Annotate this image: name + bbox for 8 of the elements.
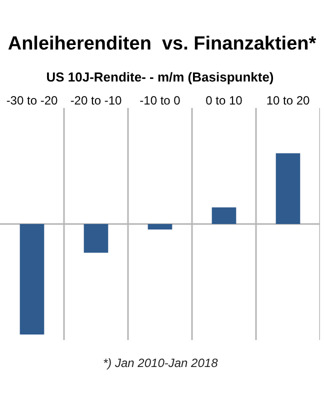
x-tick-label: 0 to 10 [206, 94, 243, 108]
x-tick-label: -30 to -20 [6, 94, 58, 108]
x-axis-title: US 10J-Rendite- - m/m (Basispunkte) [46, 70, 274, 85]
x-tick-label: 10 to 20 [266, 94, 310, 108]
x-tick-label: -20 to -10 [70, 94, 122, 108]
chart-title: Anleiherenditen vs. Finanzaktien* [8, 33, 317, 54]
text: *) Jan 2010-Jan 2018 [103, 356, 218, 370]
x-tick-label: -10 to 0 [140, 94, 181, 108]
